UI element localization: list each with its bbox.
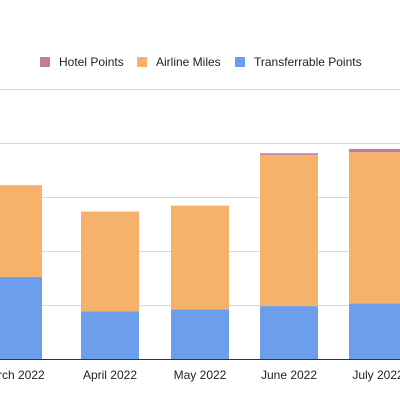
bar-segment-airline-miles (171, 205, 229, 310)
legend-swatch (40, 57, 50, 67)
x-tick-label: July 2022 (352, 368, 400, 382)
bar-segment-transferrable-points (0, 276, 42, 359)
legend-swatch (137, 57, 147, 67)
bar-segment-transferrable-points (171, 309, 229, 359)
bar-segment-hotel-points (349, 148, 400, 153)
bar-segment-transferrable-points (260, 306, 318, 359)
x-tick-label: April 2022 (83, 368, 137, 382)
legend-label: Hotel Points (59, 55, 124, 69)
legend-label: Transferrable Points (254, 55, 362, 69)
bar-segment-airline-miles (0, 185, 42, 277)
bar-segment-airline-miles (81, 211, 139, 312)
bar-segment-transferrable-points (81, 311, 139, 359)
x-tick-label: March 2022 (0, 368, 45, 382)
bar-segment-airline-miles (349, 152, 400, 304)
bar-segment-airline-miles (260, 154, 318, 307)
legend: Hotel Points Airline Miles Transferrable P… (40, 55, 362, 69)
bars (0, 148, 400, 359)
bar-segment-hotel-points (260, 153, 318, 155)
x-tick-label: May 2022 (174, 368, 227, 382)
legend-label: Airline Miles (156, 55, 221, 69)
x-tick-label: June 2022 (261, 368, 317, 382)
legend-swatch (235, 57, 245, 67)
x-axis: March 2022 April 2022 May 2022 June 2022 Jul… (0, 368, 400, 382)
bar-segment-transferrable-points (349, 303, 400, 359)
